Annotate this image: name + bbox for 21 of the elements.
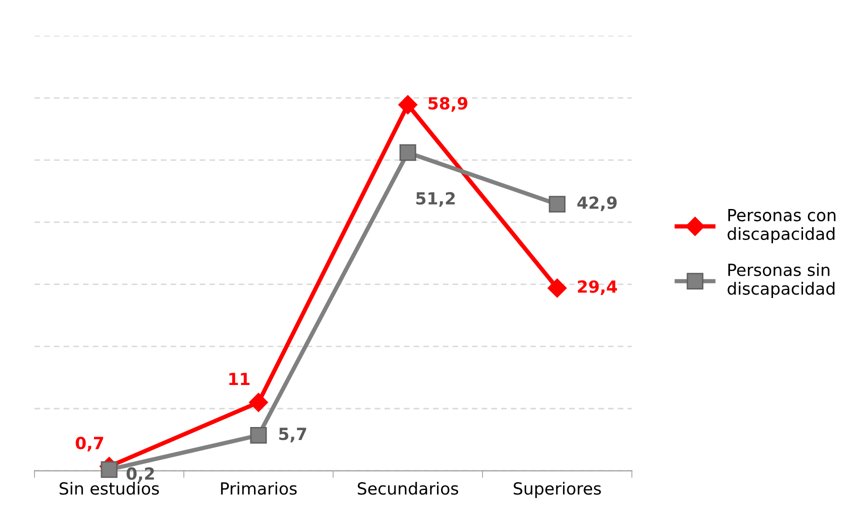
data-label: 58,9 — [428, 96, 468, 112]
legend-label: Personas sin discapacidad — [728, 263, 834, 298]
data-label: 5,7 — [279, 428, 306, 442]
point — [548, 278, 567, 298]
data-label: 11 — [229, 372, 250, 386]
data-label: 42,9 — [577, 196, 617, 212]
data-label: 0,7 — [76, 436, 104, 452]
legend-label: Personas con discapacidad — [728, 208, 836, 244]
data-label: 0,2 — [126, 467, 154, 482]
point — [548, 196, 566, 213]
data-label: 29,4 — [578, 280, 617, 296]
x-tick-label: Sin estudios — [60, 482, 159, 495]
point — [100, 461, 118, 478]
point — [398, 95, 418, 114]
x-tick-label: Secundarios — [358, 482, 458, 495]
point — [400, 144, 416, 161]
point — [250, 427, 267, 444]
point — [248, 392, 268, 412]
data-label: 51,2 — [416, 192, 455, 207]
x-tick-label: Superiores — [514, 482, 601, 498]
x-tick-label: Primarios — [221, 482, 297, 495]
